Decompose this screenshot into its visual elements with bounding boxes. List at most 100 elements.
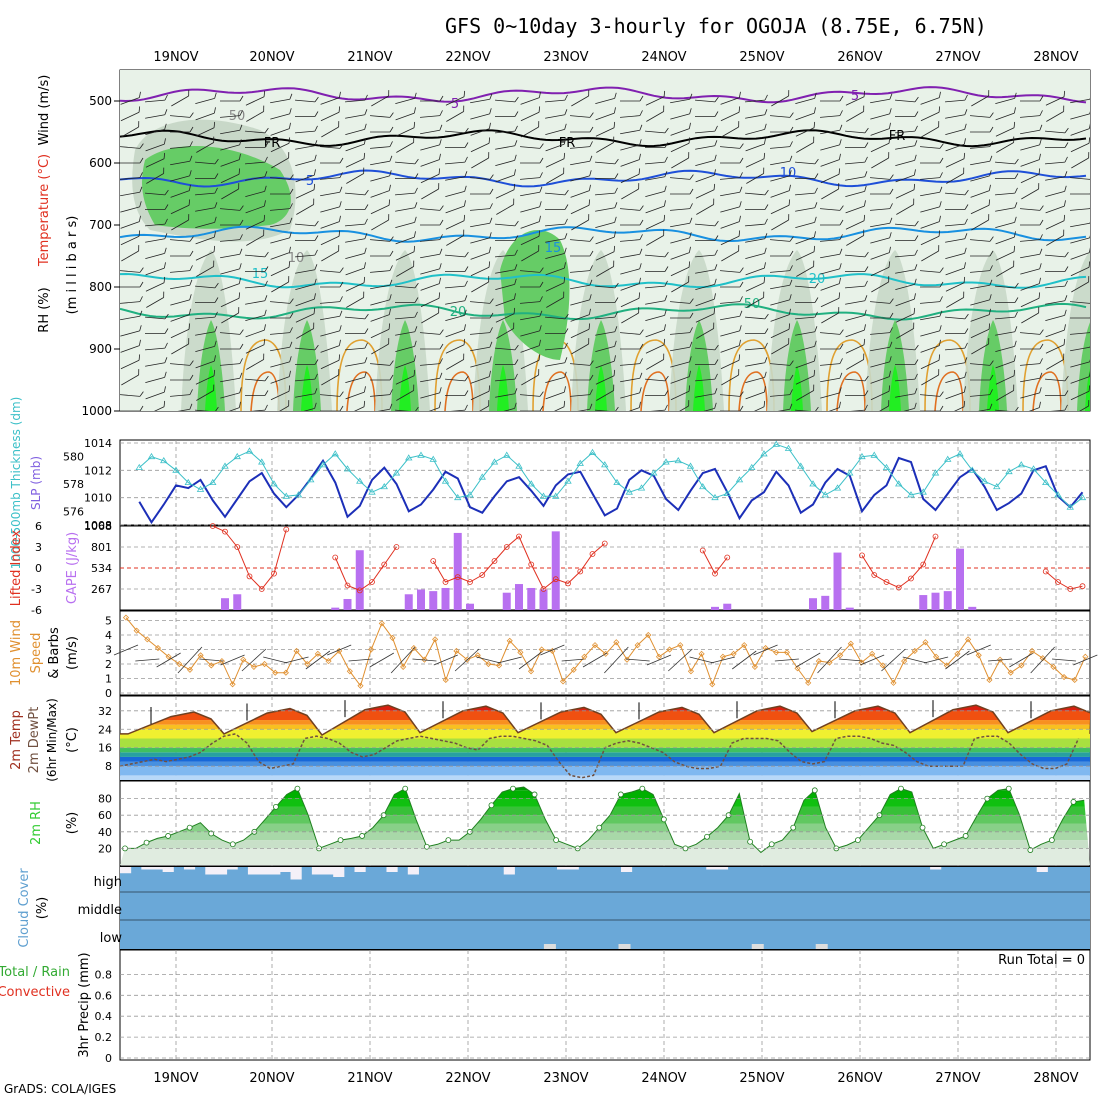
isotherm-30 [934, 371, 964, 411]
wind-barb [645, 214, 666, 230]
wind-barb [120, 215, 141, 229]
wind-barb-10m [327, 644, 352, 656]
wind-barb [820, 343, 844, 350]
thickness-point [588, 448, 597, 455]
thickness-point [307, 476, 315, 483]
wind-barb [345, 204, 369, 210]
ylabel-ms: (m/s) [65, 636, 80, 670]
wind-barb [845, 404, 868, 411]
wind-barb [720, 172, 743, 180]
wind-barb [1020, 358, 1043, 366]
wind-barb [196, 260, 215, 277]
wind-barb [970, 279, 993, 290]
contour-label: 20 [450, 305, 467, 320]
wind-barb [795, 355, 816, 369]
rh-point [208, 830, 215, 837]
thickness-point [503, 451, 511, 458]
wind-barb [645, 156, 668, 165]
wind-speed-point [282, 669, 289, 676]
rh-column-wet [693, 365, 705, 411]
slp-tick-label: 1068 [84, 520, 112, 533]
date-label-top: 21NOV [347, 50, 392, 65]
isotherm-30 [836, 371, 866, 411]
cape-bar [821, 595, 830, 610]
thickness-point [405, 454, 413, 461]
wind-barb [246, 353, 265, 370]
wind-barb [945, 218, 968, 227]
lifted-index-point [467, 579, 473, 585]
cape-bar [845, 607, 854, 610]
thickness-point [760, 450, 768, 457]
thickness-point [515, 462, 523, 469]
wind-barb [445, 90, 466, 106]
wind-barb [496, 322, 515, 339]
wind-barb [220, 124, 243, 135]
wind-barb-10m [902, 656, 927, 664]
rh-point [1048, 837, 1055, 843]
wind-barb [495, 183, 516, 199]
cape-bar [441, 587, 450, 610]
wind-barb [870, 188, 894, 195]
wind-barb [596, 260, 615, 277]
wind-barb [470, 370, 491, 384]
wind-barb [546, 291, 565, 308]
li-tick-label: 6 [35, 520, 42, 533]
cloud-high-gap [354, 867, 366, 872]
wind-barb [245, 214, 266, 230]
wind-speed-point [368, 646, 375, 653]
wind-barb [1070, 108, 1090, 120]
wind-barb [195, 107, 216, 121]
wind-barb [820, 95, 844, 102]
cape-bar [968, 606, 977, 610]
wind-barb [470, 122, 491, 136]
wind-barb [795, 202, 818, 212]
wind-barb [520, 267, 544, 273]
wind-barb [720, 157, 744, 164]
wind-barb-10m [220, 654, 245, 666]
wind-barb [1071, 276, 1090, 293]
wind-barb [445, 309, 467, 321]
wind-barb [945, 109, 968, 119]
wind-barb [570, 279, 593, 290]
ylabel-precip: 3hr Precip (mm) [77, 952, 92, 1057]
rh-tick-label: 20 [98, 842, 112, 855]
wind-barb [1045, 309, 1067, 321]
wind-barb [470, 93, 493, 104]
wind-barb-10m [305, 650, 331, 670]
wind-barb-10m [689, 656, 714, 664]
wind-barb [495, 96, 519, 103]
wind-barb [920, 143, 944, 149]
wind-speed-point [986, 676, 993, 684]
wind-barb [670, 108, 692, 120]
wind-speed-point [901, 658, 908, 665]
wind-barb [695, 96, 719, 103]
wind-barb [970, 360, 994, 366]
wind-barb [120, 296, 143, 304]
wind-barb [945, 400, 966, 411]
ylabel-barbs: & Barbs [47, 627, 62, 679]
cloud-high-gap [930, 867, 942, 870]
wind-barb [570, 155, 593, 166]
thickness-point [270, 480, 278, 487]
wind-barb [670, 93, 693, 104]
lifted-index-point [699, 547, 706, 554]
wind-barb [420, 248, 443, 259]
ylabel-total-rain: Total / Rain [0, 965, 70, 980]
wind-barb-10m [988, 658, 1013, 662]
wind-barb [345, 386, 366, 400]
wind-barb [195, 311, 218, 320]
wind-barb [220, 95, 244, 102]
wind-barb [971, 90, 990, 107]
wind-barb [220, 372, 243, 383]
wind-barb [671, 276, 690, 293]
wind-speed-point [1007, 669, 1014, 676]
wind-barb [595, 406, 619, 411]
wind-barb [870, 122, 891, 136]
wind-barb [621, 183, 640, 200]
wind-barb-10m [113, 644, 139, 656]
cloud-high-gap [386, 867, 398, 872]
wind-barb [145, 218, 168, 227]
rh-bands [120, 787, 1090, 865]
wind-barb [746, 167, 765, 184]
wind-barb [220, 205, 244, 211]
